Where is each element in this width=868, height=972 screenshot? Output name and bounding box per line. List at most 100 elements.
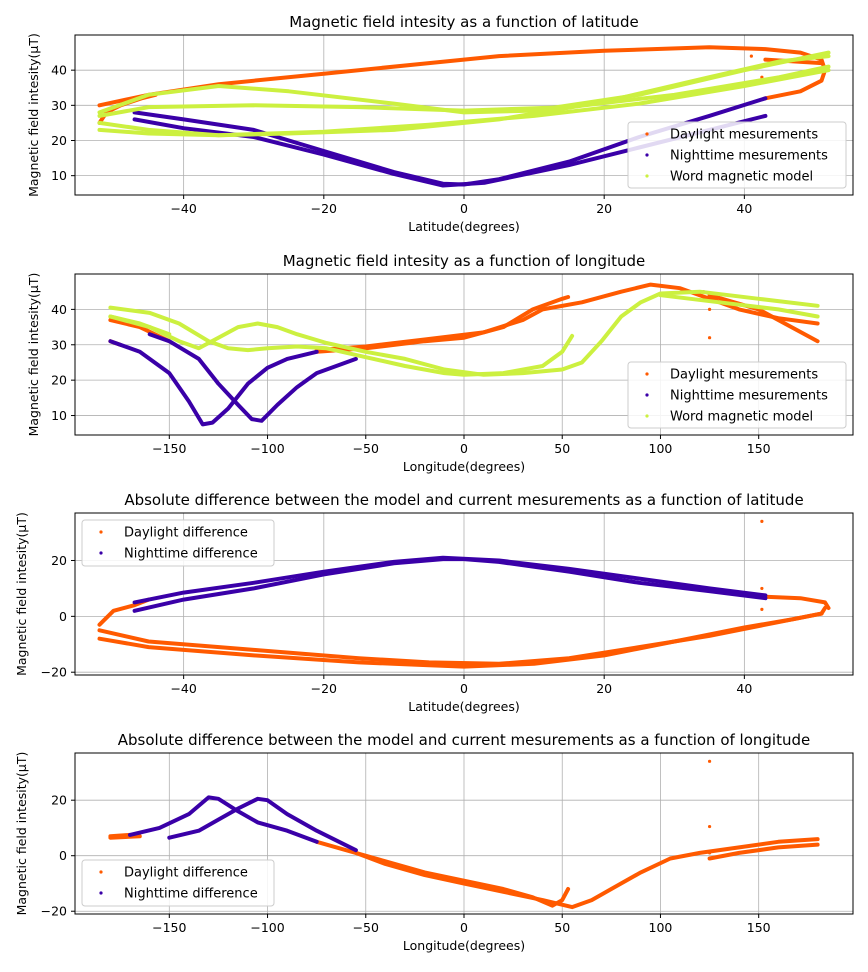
y-tick-label: 30: [51, 337, 67, 352]
data-point: [707, 851, 712, 855]
x-tick-label: −50: [353, 441, 379, 456]
data-trace: [132, 555, 768, 605]
data-point: [707, 336, 712, 340]
data-layer: [108, 759, 820, 910]
legend-label: Nighttime difference: [124, 887, 258, 902]
y-tick-label: −20: [41, 665, 67, 680]
x-tick-label: 100: [649, 920, 673, 935]
series-model: [108, 289, 820, 377]
legend: Daylight difference Nighttime difference: [81, 519, 275, 567]
x-tick-label: −100: [250, 920, 284, 935]
legend-box: [81, 859, 275, 907]
x-tick-label: −150: [152, 920, 186, 935]
x-axis-label: Longitude(degrees): [403, 938, 525, 953]
legend-label: Nighttime mesurements: [670, 149, 828, 164]
legend-label: Daylight difference: [124, 866, 248, 881]
legend-label: Word magnetic model: [670, 410, 813, 425]
x-tick-label: 0: [460, 681, 468, 696]
x-tick-label: 20: [596, 681, 612, 696]
x-axis-label: Latitude(degrees): [408, 219, 520, 234]
series-daylight: [108, 759, 820, 910]
data-trace: [108, 339, 319, 427]
legend-marker: [645, 372, 649, 376]
data-point: [707, 307, 712, 311]
legend-box: [627, 361, 847, 429]
legend-marker: [645, 414, 649, 418]
x-tick-label: −50: [353, 920, 379, 935]
data-trace: [108, 289, 820, 377]
legend-marker: [645, 174, 649, 178]
legend-marker: [645, 132, 649, 136]
data-trace: [314, 295, 571, 354]
y-tick-label: 20: [51, 793, 67, 808]
legend-marker: [645, 153, 649, 157]
y-tick-label: 20: [51, 553, 67, 568]
data-layer: [97, 45, 831, 188]
data-point: [760, 519, 764, 523]
y-tick-label: 0: [59, 848, 67, 863]
data-trace: [763, 594, 831, 610]
x-tick-label: 0: [460, 201, 468, 216]
y-tick-label: 10: [51, 408, 67, 423]
y-axis-label: Magnetic field intesity(μT): [14, 512, 29, 676]
data-trace: [658, 293, 820, 319]
y-tick-label: 40: [51, 63, 67, 78]
data-trace: [707, 293, 820, 344]
plot-title: Magnetic field intesity as a function of…: [283, 252, 646, 270]
y-tick-label: 0: [59, 609, 67, 624]
legend-marker: [99, 891, 103, 895]
series-nighttime: [108, 332, 358, 427]
y-tick-label: 30: [51, 98, 67, 113]
data-layer: [108, 282, 820, 427]
x-tick-label: −20: [311, 681, 337, 696]
legend-marker: [99, 551, 103, 555]
legend-label: Nighttime mesurements: [670, 389, 828, 404]
legend-marker: [99, 870, 103, 874]
legend-marker: [99, 530, 103, 534]
x-tick-label: 40: [736, 681, 752, 696]
x-tick-label: −150: [152, 441, 186, 456]
x-tick-label: −40: [170, 681, 196, 696]
legend: Daylight mesurements Nighttime mesurement…: [627, 361, 847, 429]
x-tick-label: −100: [250, 441, 284, 456]
data-point: [707, 759, 712, 763]
plot-title: Absolute difference between the model an…: [124, 491, 803, 509]
y-tick-label: 40: [51, 302, 67, 317]
legend-label: Daylight mesurements: [670, 128, 818, 143]
legend-box: [627, 121, 847, 189]
x-tick-label: 40: [736, 201, 752, 216]
data-trace: [763, 68, 827, 101]
legend: Daylight mesurements Nighttime mesurement…: [627, 121, 847, 189]
legend-label: Word magnetic model: [670, 170, 813, 185]
data-trace: [108, 305, 575, 377]
y-axis-label: Magnetic field intesity(μT): [26, 33, 41, 197]
x-tick-label: 150: [747, 920, 771, 935]
data-trace: [314, 282, 820, 353]
x-tick-label: 150: [747, 441, 771, 456]
data-trace: [108, 314, 172, 337]
subplot-3: Absolute difference between the model an…: [14, 491, 854, 714]
y-axis-label: Magnetic field intesity(μT): [26, 273, 41, 437]
data-trace: [97, 64, 831, 118]
subplot-4: Absolute difference between the model an…: [14, 731, 854, 953]
subplot-1: Magnetic field intesity as a function of…: [26, 13, 854, 234]
data-point: [760, 586, 764, 591]
x-axis-label: Longitude(degrees): [403, 459, 525, 474]
x-axis-label: Latitude(degrees): [408, 699, 520, 714]
series-nighttime: [128, 795, 358, 853]
y-tick-label: 20: [51, 373, 67, 388]
data-layer: [97, 519, 831, 669]
y-tick-label: 10: [51, 168, 67, 183]
x-tick-label: 50: [554, 441, 570, 456]
series-model: [97, 50, 831, 138]
x-tick-label: 50: [554, 920, 570, 935]
x-tick-label: 20: [596, 201, 612, 216]
legend: Daylight difference Nighttime difference: [81, 859, 275, 907]
legend-label: Nighttime difference: [124, 547, 258, 562]
legend-label: Daylight difference: [124, 526, 248, 541]
x-tick-label: 100: [649, 441, 673, 456]
data-trace: [147, 332, 358, 423]
data-trace: [97, 68, 831, 138]
plot-title: Magnetic field intesity as a function of…: [289, 13, 638, 31]
